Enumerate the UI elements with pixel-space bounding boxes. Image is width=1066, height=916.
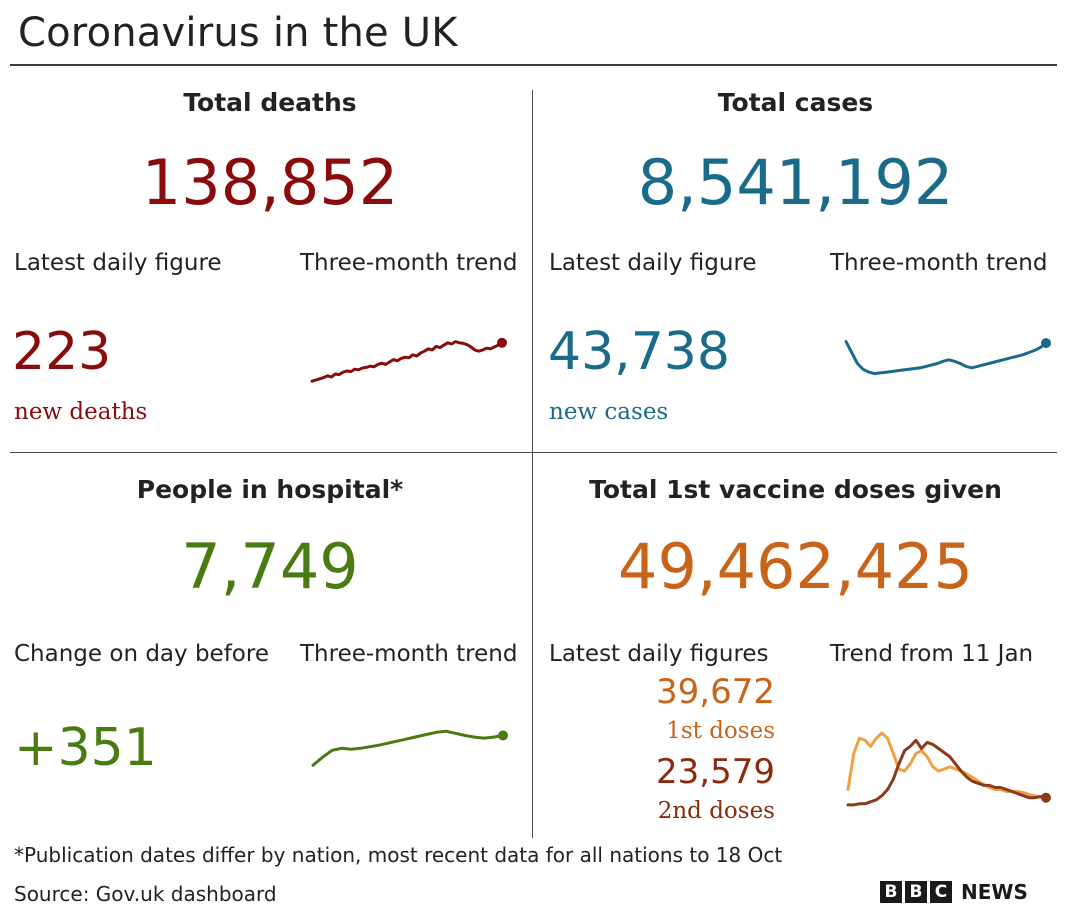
- hospital-trend-label: Three-month trend: [300, 641, 518, 667]
- logo-word: NEWS: [961, 880, 1028, 904]
- deaths-trend-chart: [310, 337, 507, 383]
- vaccine-trend-chart: [846, 731, 1051, 807]
- deaths-total: 138,852: [141, 146, 399, 219]
- vaccine-heading: Total 1st vaccine doses given: [589, 475, 1002, 504]
- deaths-heading: Total deaths: [183, 88, 357, 117]
- cases-daily-unit: new cases: [549, 399, 669, 425]
- hospital-heading: People in hospital*: [136, 475, 404, 504]
- second-doses-trend-line: [846, 738, 1048, 807]
- first-doses-trend-line: [846, 731, 1048, 800]
- hospital-change-label: Change on day before: [14, 641, 269, 667]
- hospital-total: 7,749: [181, 530, 359, 603]
- bbc-news-logo: B B C NEWS: [880, 880, 1028, 904]
- cases-trend-chart: [844, 338, 1051, 376]
- hospital-trend-chart: [311, 729, 508, 767]
- vaccine-total: 49,462,425: [618, 530, 973, 603]
- logo-letter: B: [905, 881, 927, 903]
- second-doses-value: 23,579: [656, 752, 775, 792]
- deaths-trend-line: [310, 340, 504, 383]
- hospital-trend-line: [311, 729, 505, 767]
- deaths-daily-value: 223: [12, 322, 112, 382]
- cases-daily-value: 43,738: [548, 322, 730, 382]
- cases-latest-label: Latest daily figure: [549, 250, 757, 276]
- cases-trend-label: Three-month trend: [830, 250, 1048, 276]
- cases-trend-line: [844, 340, 1048, 376]
- deaths-trend-endpoint: [497, 337, 507, 348]
- hospital-change-value: +351: [14, 718, 157, 778]
- vaccine-trend-label: Trend from 11 Jan: [830, 641, 1034, 667]
- first-doses-value: 39,672: [656, 672, 775, 712]
- deaths-latest-label: Latest daily figure: [14, 250, 222, 276]
- cases-total: 8,541,192: [637, 146, 954, 219]
- footnote: *Publication dates differ by nation, mos…: [14, 843, 783, 867]
- vertical-divider: [532, 90, 533, 838]
- hospital-trend-endpoint: [498, 730, 508, 741]
- second-doses-label: 2nd doses: [657, 798, 775, 824]
- first-doses-label: 1st doses: [666, 718, 775, 744]
- cases-trend-endpoint: [1041, 338, 1051, 349]
- vaccine-trend-endpoint: [1041, 792, 1051, 803]
- logo-letter: C: [930, 881, 952, 903]
- horizontal-divider: [10, 452, 1057, 453]
- page-title: Coronavirus in the UK: [18, 10, 458, 56]
- title-divider: [10, 64, 1057, 66]
- logo-letter: B: [880, 881, 902, 903]
- cases-heading: Total cases: [717, 88, 874, 117]
- deaths-trend-label: Three-month trend: [300, 250, 518, 276]
- deaths-daily-unit: new deaths: [14, 399, 148, 425]
- vaccine-latest-label: Latest daily figures: [549, 641, 769, 667]
- source-note: Source: Gov.uk dashboard: [14, 882, 277, 906]
